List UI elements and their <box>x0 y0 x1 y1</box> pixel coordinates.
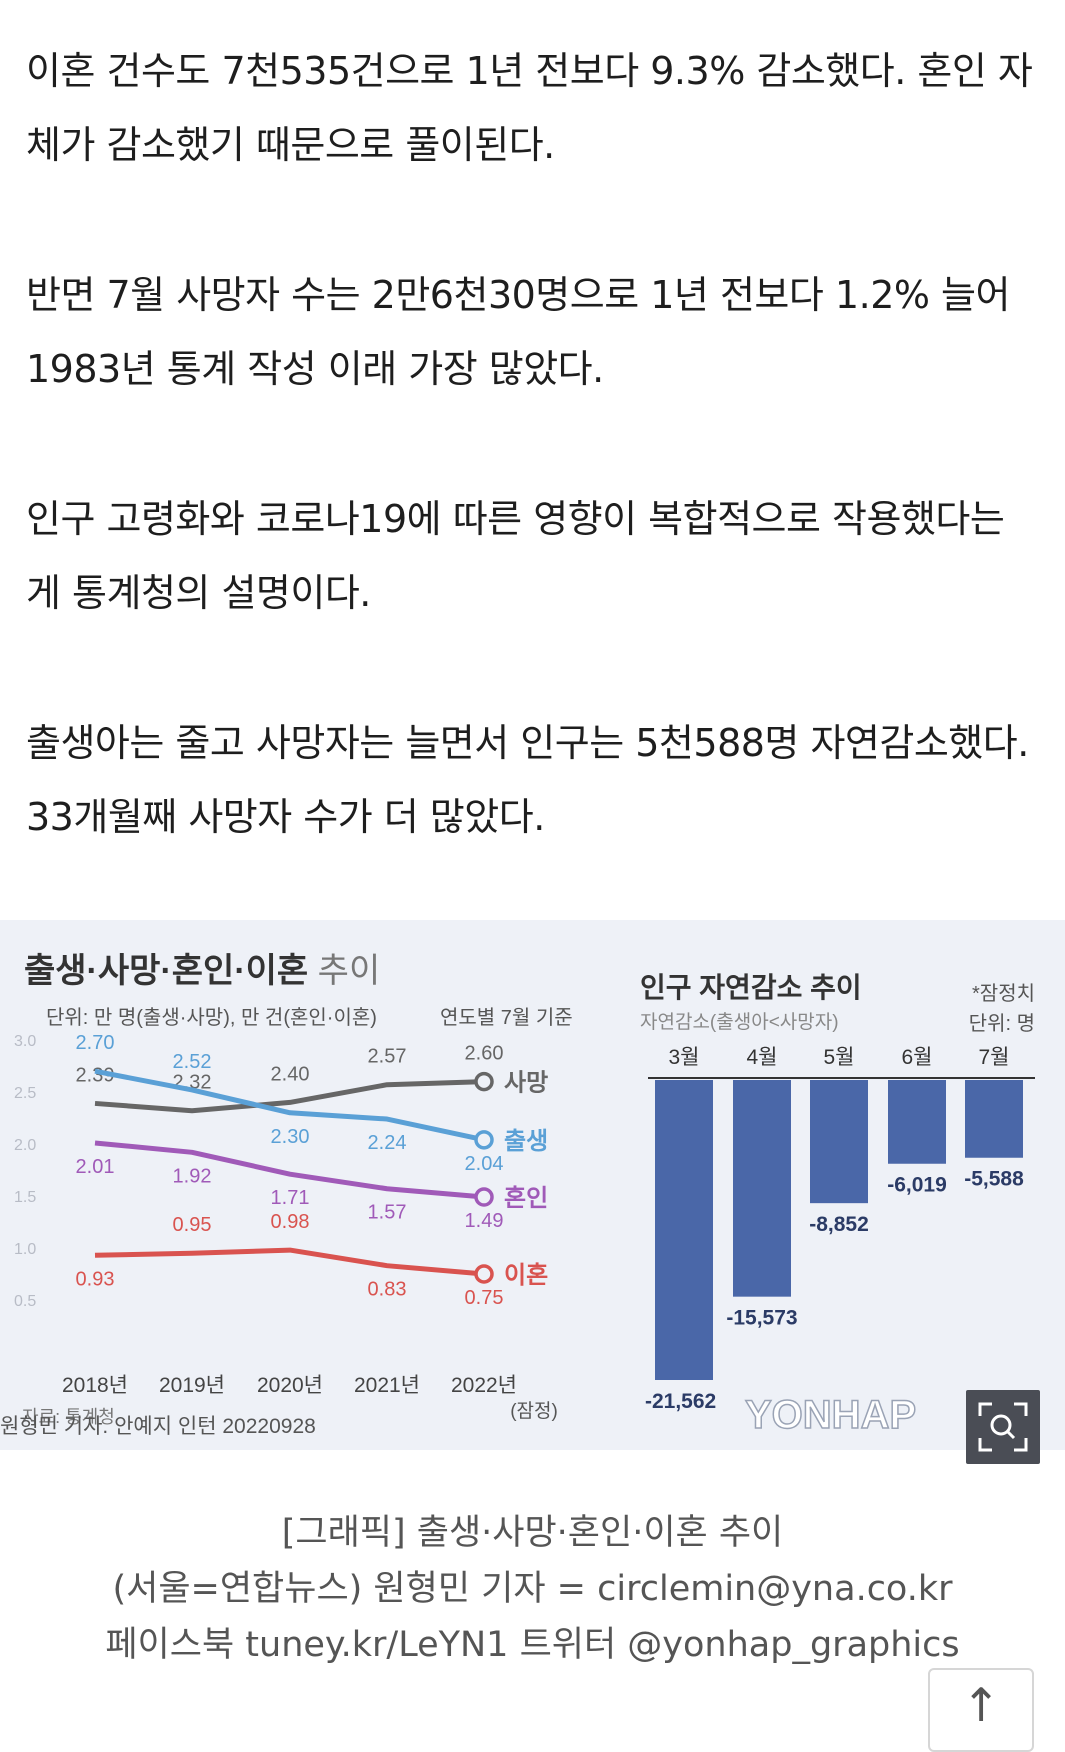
data-label: 0.75 <box>465 1287 504 1309</box>
series-line-혼인 <box>94 1140 485 1200</box>
bar <box>655 1080 713 1380</box>
x-tick-label: 2022년 <box>451 1374 517 1397</box>
left-chart-unit: 단위: 만 명(출생·사망), 만 건(혼인·이혼) <box>46 1006 377 1029</box>
bar <box>965 1080 1023 1158</box>
data-label: 2.24 <box>368 1132 407 1154</box>
arrow-up-icon: ↑ <box>961 1678 1001 1732</box>
paragraph: 이혼 건수도 7천535건으로 1년 전보다 9.3% 감소했다. 혼인 자체가… <box>26 49 1033 167</box>
left-chart-basis: 연도별 7월 기준 <box>440 1006 573 1029</box>
y-tick-label: 3.0 <box>14 1033 36 1050</box>
bar-value-label: -5,588 <box>964 1168 1024 1191</box>
series-legend-이혼: 이혼 <box>504 1262 548 1289</box>
x-tick-label: 2018년 <box>62 1374 128 1397</box>
data-label: 2.39 <box>76 1064 115 1086</box>
bar-value-label: -21,562 <box>645 1390 716 1413</box>
bar-category-label: 7월 <box>979 1046 1010 1069</box>
series-line-출생 <box>94 1068 485 1143</box>
bar-category-label: 5월 <box>824 1046 855 1069</box>
yonhap-watermark: YONHAP <box>745 1393 916 1437</box>
credit-line: 원형민 기자. 안예지 인턴 20220928 <box>0 1415 316 1438</box>
series-legend-혼인: 혼인 <box>504 1185 548 1212</box>
data-label: 1.92 <box>173 1165 212 1187</box>
paragraph: 출생아는 줄고 사망자는 늘면서 인구는 5천588명 자연감소했다. 33개월… <box>26 721 1029 839</box>
source-label: 자료: 통계청 <box>22 1407 115 1427</box>
scroll-top-button[interactable]: ↑ <box>928 1668 1034 1752</box>
caption-byline: (서울=연합뉴스) 원형민 기자 = circlemin@yna.co.kr <box>112 1569 953 1609</box>
bar-category-label: 3월 <box>669 1046 700 1069</box>
x-tick-label: 2019년 <box>159 1374 225 1397</box>
bar-value-label: -6,019 <box>887 1174 947 1197</box>
y-tick-label: 1.5 <box>14 1189 36 1206</box>
x-tick-note: (잠정) <box>510 1400 558 1422</box>
caption-title: [그래픽] 출생·사망·혼인·이혼 추이 <box>281 1513 784 1553</box>
bar <box>810 1080 868 1204</box>
bar-value-label: -15,573 <box>726 1307 797 1330</box>
series-legend-사망: 사망 <box>504 1070 548 1097</box>
data-label: 2.01 <box>76 1156 115 1178</box>
data-label: 0.93 <box>76 1268 115 1290</box>
series-line-이혼 <box>94 1247 485 1277</box>
right-chart-note: *잠정치 <box>972 982 1035 1005</box>
photo-caption: [그래픽] 출생·사망·혼인·이혼 추이 (서울=연합뉴스) 원형민 기자 = … <box>0 1505 1065 1673</box>
caption-social: 페이스북 tuney.kr/LeYN1 트위터 @yonhap_graphics <box>105 1625 960 1665</box>
data-label: 2.40 <box>271 1063 310 1085</box>
right-chart-unit: 단위: 명 <box>969 1012 1035 1035</box>
zoom-icon <box>978 1402 1028 1452</box>
y-tick-label: 2.5 <box>14 1085 36 1102</box>
left-chart-title: 출생·사망·혼인·이혼 추이 <box>24 952 380 990</box>
data-label: 1.57 <box>368 1202 407 1224</box>
article-body: 이혼 건수도 7천535건으로 1년 전보다 9.3% 감소했다. 혼인 자체가… <box>26 34 1036 930</box>
series-line-사망 <box>94 1079 485 1114</box>
bar <box>888 1080 946 1164</box>
right-chart-subtitle: 자연감소(출생아<사망자) <box>640 1011 839 1033</box>
data-label: 2.70 <box>76 1032 115 1054</box>
data-label: 0.95 <box>173 1214 212 1236</box>
zoom-button[interactable] <box>966 1390 1040 1464</box>
data-label: 0.98 <box>271 1211 310 1233</box>
right-chart-title: 인구 자연감소 추이 <box>640 972 862 1003</box>
infographic[interactable]: 출생·사망·혼인·이혼 추이 단위: 만 명(출생·사망), 만 건(혼인·이혼… <box>0 920 1065 1450</box>
data-label: 2.57 <box>368 1046 407 1068</box>
series-end-marker <box>474 1264 494 1284</box>
series-end-marker <box>474 1187 494 1207</box>
paragraph: 반면 7월 사망자 수는 2만6천30명으로 1년 전보다 1.2% 늘어 19… <box>26 273 1010 391</box>
x-tick-label: 2021년 <box>354 1374 420 1397</box>
x-axis: 2018년 2019년 2020년 2021년 2022년 <box>62 1374 517 1397</box>
data-label: 1.71 <box>271 1187 310 1209</box>
bar-category-label: 4월 <box>747 1046 778 1069</box>
x-tick-label: 2020년 <box>257 1374 323 1397</box>
data-label: 2.04 <box>465 1153 504 1175</box>
y-tick-label: 0.5 <box>14 1293 36 1310</box>
y-tick-label: 1.0 <box>14 1241 36 1258</box>
bar-series: 3월 -21,562 4월 -15,573 5월 -8,852 6월 -6,019 7월 -5,5… <box>645 1046 1024 1413</box>
data-label: 2.52 <box>173 1051 212 1073</box>
data-label: 2.60 <box>465 1043 504 1065</box>
data-label: 2.30 <box>271 1126 310 1148</box>
paragraph: 인구 고령화와 코로나19에 따른 영향이 복합적으로 작용했다는 게 통계청의… <box>26 497 1005 615</box>
bar-category-label: 6월 <box>902 1046 933 1069</box>
y-axis: 3.0 2.5 2.0 1.5 1.0 0.5 <box>14 1033 36 1310</box>
bar-value-label: -8,852 <box>809 1213 869 1236</box>
data-label: 1.49 <box>465 1210 504 1232</box>
infographic-chart: 출생·사망·혼인·이혼 추이 단위: 만 명(출생·사망), 만 건(혼인·이혼… <box>14 952 1035 1438</box>
bar <box>733 1080 791 1297</box>
series-end-marker <box>474 1071 494 1092</box>
y-tick-label: 2.0 <box>14 1137 36 1154</box>
data-label: 0.83 <box>368 1279 407 1301</box>
series-legend-출생: 출생 <box>504 1128 548 1155</box>
series-end-marker <box>474 1130 494 1150</box>
